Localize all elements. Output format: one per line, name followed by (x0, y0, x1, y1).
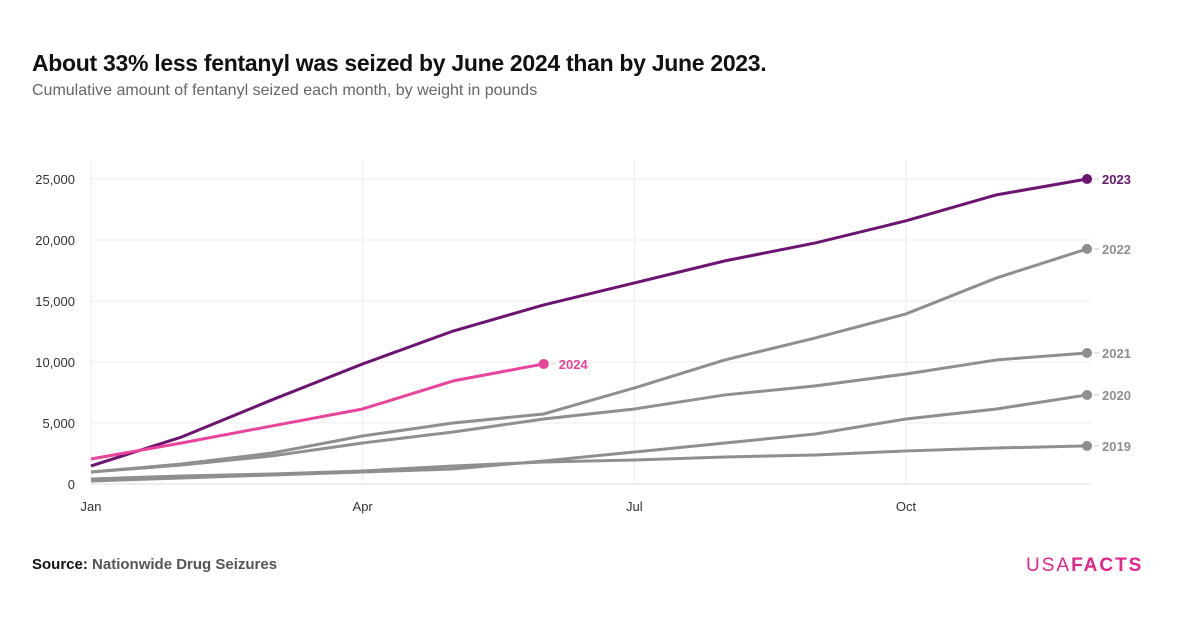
series-line-2019 (90, 444, 1088, 481)
usafacts-logo: USAFACTS (1026, 555, 1143, 577)
y-tick-label: 5,000 (42, 416, 75, 431)
series-end-dot-2020 (1082, 389, 1093, 400)
series-end-dot-2021 (1082, 347, 1093, 358)
logo-part1: USA (1026, 555, 1072, 576)
x-tick-label: Jan (81, 499, 102, 514)
series-line-2024 (90, 362, 545, 461)
series-line-2022 (90, 247, 1088, 474)
series-line-2021 (90, 351, 1088, 474)
series-label-2023: 2023 (1102, 172, 1131, 187)
series-end-dot-2019 (1082, 440, 1093, 451)
series-label-2022: 2022 (1102, 242, 1131, 257)
source-label: Source: (32, 556, 88, 573)
chart-subtitle: Cumulative amount of fentanyl seized eac… (32, 82, 538, 99)
series-label-2021: 2021 (1102, 346, 1131, 361)
series-line-2023 (90, 177, 1088, 468)
series-label-2019: 2019 (1102, 439, 1131, 454)
chart-title: About 33% less fentanyl was seized by Ju… (32, 50, 767, 76)
series-label-2020: 2020 (1102, 388, 1131, 403)
series-end-dot-2024 (538, 358, 549, 369)
y-tick-label: 15,000 (35, 294, 75, 309)
logo-part2: FACTS (1071, 555, 1144, 576)
x-tick-label: Oct (896, 499, 917, 514)
source-text: Nationwide Drug Seizures (92, 556, 278, 573)
x-tick-label: Apr (353, 499, 374, 514)
y-tick-label: 20,000 (35, 233, 75, 248)
x-tick-label: Jul (626, 499, 643, 514)
series-end-dot-2022 (1082, 243, 1093, 254)
series-end-dot-2023 (1082, 174, 1093, 184)
series-label-2024: 2024 (559, 357, 589, 372)
y-tick-label: 10,000 (35, 355, 75, 370)
series-line-2020 (90, 393, 1088, 483)
y-tick-label: 0 (68, 477, 75, 492)
y-tick-label: 25,000 (35, 172, 75, 187)
source-note: Source: Nationwide Drug Seizures (32, 556, 277, 573)
